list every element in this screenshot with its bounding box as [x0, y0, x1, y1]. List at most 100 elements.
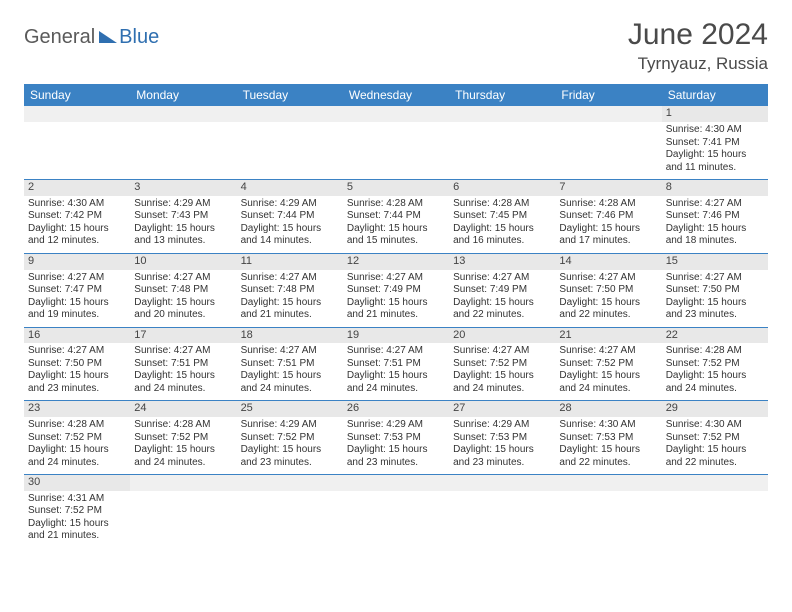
- sunset-line: Sunset: 7:53 PM: [347, 432, 445, 445]
- sunset-line: Sunset: 7:48 PM: [134, 284, 232, 297]
- day-cell: Sunrise: 4:31 AMSunset: 7:52 PMDaylight:…: [24, 491, 130, 548]
- sunrise-line: Sunrise: 4:27 AM: [559, 272, 657, 285]
- weekday-header: Sunday: [24, 84, 130, 106]
- sunset-line: Sunset: 7:49 PM: [453, 284, 551, 297]
- daylight-line-2: and 23 minutes.: [347, 457, 445, 470]
- sunrise-line: Sunrise: 4:27 AM: [666, 198, 764, 211]
- daylight-line-1: Daylight: 15 hours: [347, 297, 445, 310]
- sunrise-line: Sunrise: 4:27 AM: [28, 345, 126, 358]
- sunset-line: Sunset: 7:50 PM: [28, 358, 126, 371]
- daylight-line-1: Daylight: 15 hours: [28, 518, 126, 531]
- daylight-line-2: and 24 minutes.: [134, 383, 232, 396]
- day-number-cell: 2: [24, 180, 130, 196]
- daylight-line-2: and 11 minutes.: [666, 162, 764, 175]
- day-number-cell: 13: [449, 253, 555, 269]
- sunset-line: Sunset: 7:52 PM: [559, 358, 657, 371]
- sunrise-line: Sunrise: 4:29 AM: [347, 419, 445, 432]
- sunrise-line: Sunrise: 4:29 AM: [241, 419, 339, 432]
- sunrise-line: Sunrise: 4:27 AM: [134, 272, 232, 285]
- day-number-cell: 12: [343, 253, 449, 269]
- daylight-line-1: Daylight: 15 hours: [28, 297, 126, 310]
- day-number-cell: 23: [24, 401, 130, 417]
- sunrise-line: Sunrise: 4:31 AM: [28, 493, 126, 506]
- day-number-cell: 11: [237, 253, 343, 269]
- daylight-line-2: and 16 minutes.: [453, 235, 551, 248]
- weekday-header: Wednesday: [343, 84, 449, 106]
- daylight-line-2: and 24 minutes.: [241, 383, 339, 396]
- day-number-cell: 24: [130, 401, 236, 417]
- day-cell: Sunrise: 4:28 AMSunset: 7:52 PMDaylight:…: [130, 417, 236, 475]
- day-number-cell: 27: [449, 401, 555, 417]
- day-number-cell: [24, 106, 130, 122]
- daylight-line-1: Daylight: 15 hours: [134, 223, 232, 236]
- daylight-line-2: and 23 minutes.: [241, 457, 339, 470]
- title-block: June 2024 Tyrnyauz, Russia: [628, 18, 768, 74]
- day-number-cell: [130, 106, 236, 122]
- day-cell: Sunrise: 4:27 AMSunset: 7:50 PMDaylight:…: [662, 270, 768, 328]
- day-number-cell: 30: [24, 475, 130, 491]
- day-cell: Sunrise: 4:29 AMSunset: 7:44 PMDaylight:…: [237, 196, 343, 254]
- sunset-line: Sunset: 7:43 PM: [134, 210, 232, 223]
- sunset-line: Sunset: 7:53 PM: [559, 432, 657, 445]
- daylight-line-1: Daylight: 15 hours: [28, 223, 126, 236]
- day-cell: Sunrise: 4:28 AMSunset: 7:52 PMDaylight:…: [662, 343, 768, 401]
- empty-cell: [555, 122, 661, 180]
- day-number-cell: [555, 475, 661, 491]
- day-cell: Sunrise: 4:27 AMSunset: 7:51 PMDaylight:…: [237, 343, 343, 401]
- day-cell: Sunrise: 4:27 AMSunset: 7:46 PMDaylight:…: [662, 196, 768, 254]
- sunrise-line: Sunrise: 4:28 AM: [666, 345, 764, 358]
- daylight-line-1: Daylight: 15 hours: [666, 223, 764, 236]
- weekday-header: Saturday: [662, 84, 768, 106]
- day-number-cell: 26: [343, 401, 449, 417]
- weekday-header: Monday: [130, 84, 236, 106]
- sunrise-line: Sunrise: 4:30 AM: [666, 419, 764, 432]
- sunset-line: Sunset: 7:51 PM: [241, 358, 339, 371]
- day-number-cell: 21: [555, 327, 661, 343]
- day-cell: Sunrise: 4:29 AMSunset: 7:53 PMDaylight:…: [343, 417, 449, 475]
- day-number-cell: 5: [343, 180, 449, 196]
- daylight-line-2: and 14 minutes.: [241, 235, 339, 248]
- empty-cell: [449, 122, 555, 180]
- sunset-line: Sunset: 7:50 PM: [666, 284, 764, 297]
- sunrise-line: Sunrise: 4:29 AM: [241, 198, 339, 211]
- logo-text-blue: Blue: [119, 26, 159, 49]
- daylight-line-1: Daylight: 15 hours: [347, 370, 445, 383]
- daylight-line-1: Daylight: 15 hours: [28, 444, 126, 457]
- sunset-line: Sunset: 7:52 PM: [666, 358, 764, 371]
- daylight-line-1: Daylight: 15 hours: [241, 297, 339, 310]
- day-info-row: Sunrise: 4:27 AMSunset: 7:47 PMDaylight:…: [24, 270, 768, 328]
- daylight-line-2: and 24 minutes.: [666, 383, 764, 396]
- day-number-cell: 15: [662, 253, 768, 269]
- sunrise-line: Sunrise: 4:28 AM: [347, 198, 445, 211]
- empty-cell: [130, 122, 236, 180]
- daylight-line-2: and 23 minutes.: [28, 383, 126, 396]
- sunset-line: Sunset: 7:45 PM: [453, 210, 551, 223]
- day-number-cell: [449, 106, 555, 122]
- daylight-line-2: and 21 minutes.: [241, 309, 339, 322]
- day-cell: Sunrise: 4:27 AMSunset: 7:50 PMDaylight:…: [555, 270, 661, 328]
- day-number-cell: 14: [555, 253, 661, 269]
- daylight-line-2: and 24 minutes.: [28, 457, 126, 470]
- day-number-cell: 7: [555, 180, 661, 196]
- empty-cell: [662, 491, 768, 548]
- logo-triangle-icon: [99, 31, 117, 43]
- sunrise-line: Sunrise: 4:27 AM: [134, 345, 232, 358]
- day-info-row: Sunrise: 4:27 AMSunset: 7:50 PMDaylight:…: [24, 343, 768, 401]
- daylight-line-2: and 19 minutes.: [28, 309, 126, 322]
- day-info-row: Sunrise: 4:30 AMSunset: 7:42 PMDaylight:…: [24, 196, 768, 254]
- empty-cell: [555, 491, 661, 548]
- day-number-row: 2345678: [24, 180, 768, 196]
- weekday-header: Tuesday: [237, 84, 343, 106]
- day-cell: Sunrise: 4:30 AMSunset: 7:53 PMDaylight:…: [555, 417, 661, 475]
- day-number-cell: [555, 106, 661, 122]
- day-cell: Sunrise: 4:28 AMSunset: 7:52 PMDaylight:…: [24, 417, 130, 475]
- day-number-row: 16171819202122: [24, 327, 768, 343]
- day-number-cell: 6: [449, 180, 555, 196]
- sunrise-line: Sunrise: 4:29 AM: [134, 198, 232, 211]
- day-info-row: Sunrise: 4:31 AMSunset: 7:52 PMDaylight:…: [24, 491, 768, 548]
- day-number-cell: 9: [24, 253, 130, 269]
- sunset-line: Sunset: 7:48 PM: [241, 284, 339, 297]
- day-number-cell: [237, 106, 343, 122]
- sunrise-line: Sunrise: 4:28 AM: [134, 419, 232, 432]
- daylight-line-2: and 21 minutes.: [347, 309, 445, 322]
